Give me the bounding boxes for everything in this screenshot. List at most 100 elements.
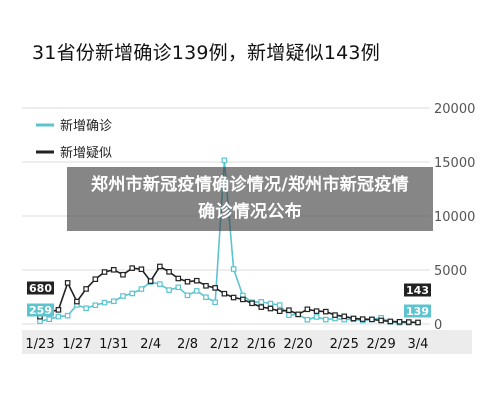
data-point: [101, 299, 108, 306]
x-tick-label: 2/16: [247, 337, 276, 352]
end-badge-suspected-bg: [404, 283, 431, 297]
data-point: [230, 294, 237, 301]
x-tick-label: 1/23: [25, 337, 54, 352]
data-point: [55, 307, 62, 313]
data-point: [267, 305, 274, 312]
data-point: [304, 316, 311, 323]
x-tick-label: 2/29: [367, 337, 396, 352]
start-badge-confirmed-bg: [27, 303, 54, 317]
data-point: [101, 269, 108, 275]
data-point: [138, 286, 145, 292]
data-point: [83, 305, 89, 312]
data-point: [221, 157, 228, 164]
data-point: [369, 316, 375, 323]
y-axis-ticks: 0 5000 10000 15000 20000: [434, 102, 475, 333]
data-point: [166, 287, 172, 293]
data-point: [55, 313, 62, 320]
data-point: [396, 318, 403, 325]
data-point: [120, 293, 126, 299]
caption-text: 郑州市新冠疫情确诊情况/郑州市新冠疫情确诊情况公布: [91, 175, 409, 222]
y-tick-label: 5000: [434, 264, 467, 279]
data-point: [276, 308, 283, 315]
data-point: [313, 308, 320, 314]
start-badge-suspected-bg: [27, 281, 54, 295]
legend-label-confirmed: 新增确诊: [60, 118, 112, 134]
x-tick-label: 1/27: [62, 337, 91, 352]
x-tick-label: 3/4: [408, 337, 429, 352]
data-point: [359, 316, 366, 322]
data-point: [258, 304, 265, 310]
end-badge-confirmed-label: 139: [406, 305, 429, 318]
x-tick-label: 2/25: [330, 337, 359, 352]
x-axis-ticks: 1/23 1/27 1/31 2/4 2/8 2/12 2/16 2/20 2/25 2/29 3/…: [25, 337, 428, 352]
data-point: [92, 276, 99, 283]
data-point: [74, 298, 80, 305]
data-point: [203, 283, 209, 289]
data-point: [92, 302, 99, 309]
data-point: [240, 296, 246, 303]
data-point: [184, 278, 191, 285]
data-point: [230, 266, 237, 272]
data-point: [323, 316, 329, 323]
data-point: [286, 312, 292, 318]
data-point: [157, 281, 163, 287]
data-point: [175, 284, 182, 291]
x-tick-label: 1/31: [99, 337, 128, 352]
data-point: [203, 294, 209, 301]
data-point: [415, 319, 421, 326]
data-point: [129, 290, 135, 297]
data-point: [193, 288, 200, 294]
legend-label-suspected: 新增疑似: [60, 145, 112, 161]
data-point: [83, 286, 89, 292]
data-point: [110, 298, 117, 305]
data-point: [212, 285, 218, 291]
start-badge-confirmed-label: 259: [29, 304, 52, 317]
end-badge-suspected: 143: [404, 283, 431, 297]
data-point: [405, 319, 412, 325]
data-point: [249, 300, 255, 307]
data-point: [184, 292, 191, 299]
data-point: [120, 271, 126, 278]
x-tick-label: 2/20: [284, 337, 313, 352]
data-point: [276, 302, 283, 308]
x-tick-label: 2/8: [177, 337, 198, 352]
data-point: [286, 307, 292, 314]
data-point: [304, 306, 311, 313]
data-point: [212, 299, 218, 306]
data-point: [175, 275, 182, 282]
gridlines: [22, 107, 430, 325]
legend: 新增确诊 新增疑似: [36, 118, 112, 161]
data-point: [341, 313, 348, 320]
data-point: [129, 265, 135, 271]
data-point: [64, 312, 71, 319]
end-badge-confirmed-bg: [404, 304, 431, 318]
chart-title: 31省份新增确诊139例，新增疑似143例: [32, 42, 380, 64]
data-point: [350, 315, 357, 322]
x-axis-band: [22, 330, 472, 354]
x-tick-label: 2/12: [210, 337, 239, 352]
data-point: [295, 311, 301, 318]
data-point: [267, 300, 274, 307]
data-point: [332, 312, 338, 318]
end-badge-confirmed: 139: [404, 304, 431, 318]
data-point: [221, 290, 228, 297]
data-point: [166, 269, 172, 275]
data-point: [147, 278, 154, 284]
y-tick-label: 15000: [434, 156, 475, 171]
data-point: [313, 314, 320, 320]
series-suspected: [37, 263, 421, 326]
start-badge-confirmed: 259: [27, 303, 54, 317]
data-point: [378, 317, 384, 324]
data-point: [64, 280, 71, 286]
y-tick-label: 20000: [434, 102, 475, 117]
start-badge-suspected: 680: [27, 281, 54, 295]
data-point: [37, 318, 43, 325]
data-point: [110, 266, 117, 273]
value-badges: 259 680 139 143: [27, 281, 431, 318]
series-line-suspected: [39, 265, 419, 324]
start-badge-suspected-label: 680: [29, 282, 52, 295]
y-tick-label: 0: [434, 318, 442, 333]
data-point: [258, 299, 265, 305]
data-point: [138, 266, 145, 273]
